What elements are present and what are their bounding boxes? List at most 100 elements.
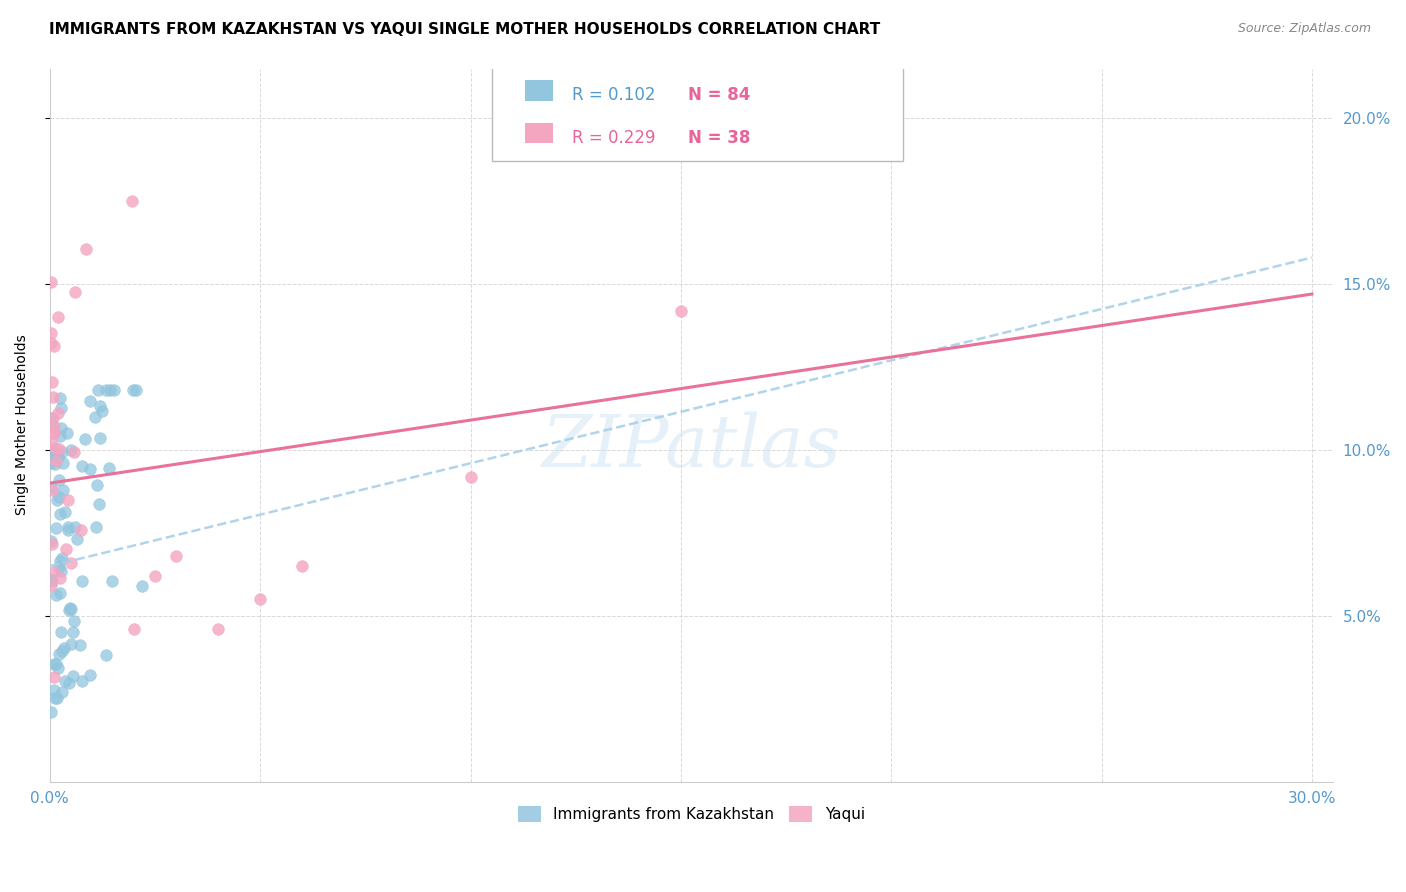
Point [45,521,67,535]
Point [52,483,75,498]
FancyBboxPatch shape [524,123,553,144]
Point [48,560,70,574]
Point [51,401,73,415]
Point [53,673,76,688]
Point [39,336,62,351]
Point [79,462,101,476]
Point [70,523,93,537]
Point [125,384,148,398]
Point [48,490,70,504]
Y-axis label: Single Mother Households: Single Mother Households [15,334,30,516]
Point [41,537,63,551]
Point [39,276,62,290]
Point [42,565,65,579]
Point [49,586,72,600]
Point [52,456,75,470]
Point [58,676,80,690]
Point [44,690,66,705]
Point [48,571,70,585]
Point [103,384,125,398]
Point [89,431,111,445]
Point [94,384,117,398]
Point [131,579,153,593]
Point [39,452,62,467]
Point [44,426,66,441]
Point [63,285,86,300]
Point [39,326,62,340]
Point [51,685,73,699]
Point [45,657,67,671]
Point [48,554,70,568]
Point [48,473,70,487]
Text: N = 38: N = 38 [688,128,749,146]
FancyBboxPatch shape [524,80,553,101]
Point [63,615,86,629]
Point [51,550,73,565]
Point [41,574,63,588]
Point [48,647,70,661]
FancyBboxPatch shape [492,44,903,161]
Text: N = 84: N = 84 [688,86,749,103]
Point [55,425,77,440]
Point [49,564,72,578]
Point [122,622,145,636]
Point [89,400,111,414]
Point [55,542,77,557]
Point [73,432,96,446]
Point [91,404,114,418]
Text: Source: ZipAtlas.com: Source: ZipAtlas.com [1237,22,1371,36]
Point [44,419,66,434]
Text: R = 0.229: R = 0.229 [572,128,655,146]
Point [39,572,62,586]
Point [60,442,83,457]
Point [62,669,84,683]
Point [49,507,72,521]
Point [46,493,69,508]
Point [51,421,73,435]
Point [58,520,80,534]
Point [46,690,69,705]
Point [291,559,314,574]
Text: ZIPatlas: ZIPatlas [541,411,841,482]
Point [42,670,65,684]
Point [58,603,80,617]
Point [42,418,65,433]
Text: R = 0.102: R = 0.102 [572,86,655,103]
Point [97,460,120,475]
Point [45,454,67,468]
Point [207,622,229,636]
Point [46,310,69,325]
Point [96,648,118,662]
Point [44,441,66,455]
Point [46,450,69,464]
Point [669,303,692,318]
Point [143,569,166,583]
Point [65,519,87,533]
Point [53,505,76,519]
Point [60,601,83,615]
Point [70,574,93,588]
Point [70,458,93,473]
Point [87,497,110,511]
Point [42,339,65,353]
Point [39,578,62,592]
Point [249,592,271,607]
Point [79,668,101,682]
Point [49,428,72,442]
Legend: Immigrants from Kazakhstan, Yaqui: Immigrants from Kazakhstan, Yaqui [506,794,877,835]
Point [46,660,69,674]
Point [56,524,79,538]
Point [48,442,70,456]
Point [62,624,84,639]
Point [49,391,72,405]
Point [51,445,73,459]
Point [41,533,63,548]
Point [39,411,62,425]
Point [41,435,63,450]
Point [62,445,84,459]
Text: IMMIGRANTS FROM KAZAKHSTAN VS YAQUI SINGLE MOTHER HOUSEHOLDS CORRELATION CHART: IMMIGRANTS FROM KAZAKHSTAN VS YAQUI SING… [49,22,880,37]
Point [100,574,122,588]
Point [83,409,105,424]
Point [42,390,65,404]
Point [41,376,63,390]
